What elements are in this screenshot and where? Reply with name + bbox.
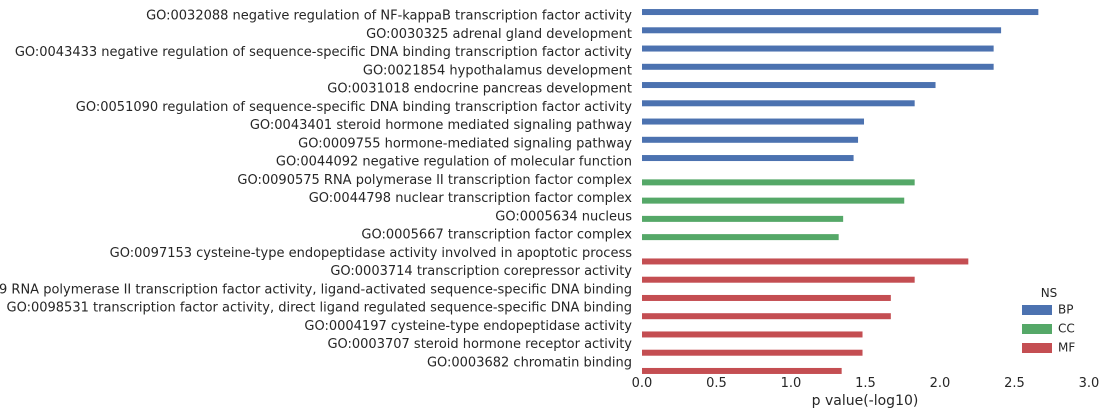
category-label: GO:0005667 transcription factor complex — [361, 228, 632, 243]
bars — [642, 9, 1039, 374]
legend-swatch-mf — [1022, 343, 1052, 353]
bar-mf — [642, 367, 842, 374]
bar-bp — [642, 136, 859, 143]
legend: NS BP CC MF — [1022, 286, 1075, 355]
bar-mf — [642, 258, 969, 265]
bar-bp — [642, 82, 936, 89]
bar-cc — [642, 215, 844, 222]
x-axis-label: p value(-log10) — [812, 393, 919, 409]
category-label: GO:0021854 hypothalamus development — [363, 63, 632, 78]
x-tick-label: 0.5 — [706, 376, 727, 391]
category-label: GO:0030325 adrenal gland development — [366, 27, 632, 42]
legend-title: NS — [1041, 286, 1058, 300]
bar-mf — [642, 349, 863, 356]
bar-cc — [642, 234, 839, 241]
category-label: GO:0032088 negative regulation of NF-kap… — [146, 9, 632, 24]
category-label: GO:0043401 steroid hormone mediated sign… — [250, 118, 632, 133]
category-label: GO:0090575 RNA polymerase II transcripti… — [237, 173, 632, 188]
bar-bp — [642, 45, 994, 52]
category-label: GO:0004197 cysteine-type endopeptidase a… — [304, 319, 632, 334]
bar-bp — [642, 9, 1039, 16]
x-tick-label: 2.0 — [930, 376, 951, 391]
x-tick-label: 0.0 — [632, 376, 653, 391]
legend-label-bp: BP — [1058, 303, 1073, 317]
category-label: GO:0097153 cysteine-type endopeptidase a… — [110, 246, 633, 261]
category-label: GO:0051090 regulation of sequence-specif… — [76, 100, 633, 115]
bar-mf — [642, 294, 891, 301]
bar-bp — [642, 27, 1002, 34]
x-tick-labels: 0.0 0.5 1.0 1.5 2.0 2.5 3.0 — [632, 376, 1100, 391]
bar-cc — [642, 197, 905, 204]
legend-label-mf: MF — [1058, 341, 1075, 355]
category-label: GO:0044092 negative regulation of molecu… — [276, 155, 632, 170]
legend-swatch-bp — [1022, 305, 1052, 315]
category-label: GO:0004879 RNA polymerase II transcripti… — [0, 282, 632, 297]
category-label: GO:0005634 nucleus — [495, 209, 632, 224]
category-label: GO:0009755 hormone-mediated signaling pa… — [298, 136, 632, 151]
bar-mf — [642, 276, 915, 283]
legend-swatch-cc — [1022, 324, 1052, 334]
category-label: GO:0031018 endocrine pancreas developmen… — [327, 82, 632, 97]
category-label: GO:0043433 negative regulation of sequen… — [15, 45, 632, 60]
category-label: GO:0003707 steroid hormone receptor acti… — [327, 337, 632, 352]
category-label: GO:0003714 transcription corepressor act… — [330, 264, 632, 279]
x-tick-label: 2.5 — [1004, 376, 1025, 391]
bar-mf — [642, 313, 891, 320]
category-label: GO:0098531 transcription factor activity… — [7, 301, 632, 316]
bar-bp — [642, 155, 854, 162]
category-label: GO:0003682 chromatin binding — [427, 355, 632, 370]
bar-bp — [642, 63, 994, 70]
x-tick-label: 1.5 — [855, 376, 876, 391]
bar-bp — [642, 118, 865, 125]
category-label: GO:0044798 nuclear transcription factor … — [309, 191, 633, 206]
bar-bp — [642, 100, 915, 107]
x-tick-label: 3.0 — [1079, 376, 1100, 391]
category-labels: GO:0032088 negative regulation of NF-kap… — [0, 9, 632, 371]
legend-label-cc: CC — [1058, 322, 1075, 336]
bar-mf — [642, 331, 863, 338]
x-tick-label: 1.0 — [781, 376, 802, 391]
bar-cc — [642, 179, 915, 186]
